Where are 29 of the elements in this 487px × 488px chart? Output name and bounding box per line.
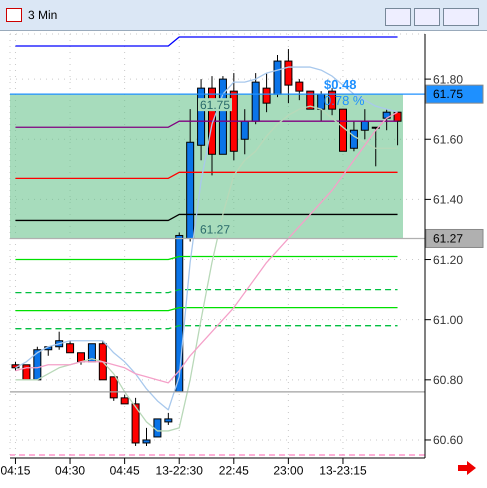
candlestick <box>164 412 172 426</box>
y-tick-label: 60.60 <box>433 433 464 448</box>
candlestick <box>142 427 150 446</box>
x-tick-label: 04:30 <box>55 464 86 478</box>
text: 61.27 <box>433 231 464 246</box>
x-tick-label: 04:45 <box>110 464 140 478</box>
x-tick-label: 13-23:15 <box>319 464 367 478</box>
x-tick-label: 22:45 <box>218 464 250 478</box>
annotation: $0.48 <box>323 77 358 92</box>
candlestick <box>66 340 74 354</box>
y-tick-label: 61.20 <box>433 252 464 267</box>
y-tick-label: 61.80 <box>433 72 464 86</box>
y-tick-label: 60.80 <box>433 373 464 388</box>
y-tick-label: 61.60 <box>433 132 464 147</box>
text: 61.75 <box>433 87 464 102</box>
x-tick-label: 13-22:30 <box>156 464 204 478</box>
chart-title: 3 Min <box>28 8 58 22</box>
x-tick-label: 23:00 <box>273 464 304 478</box>
candlestick <box>120 394 129 404</box>
candlestick <box>240 108 249 155</box>
ref-line-label: 61.27 <box>200 222 230 236</box>
ref-line-label: 61.75 <box>200 98 230 112</box>
candlestick <box>295 78 304 101</box>
candlestick <box>382 108 391 131</box>
y-tick-label: 61.40 <box>433 192 464 207</box>
candlestick <box>350 120 358 152</box>
candlestick <box>262 72 271 113</box>
x-tick-label: 04:15 <box>0 464 31 478</box>
y-tick-label: 61.00 <box>433 312 464 327</box>
